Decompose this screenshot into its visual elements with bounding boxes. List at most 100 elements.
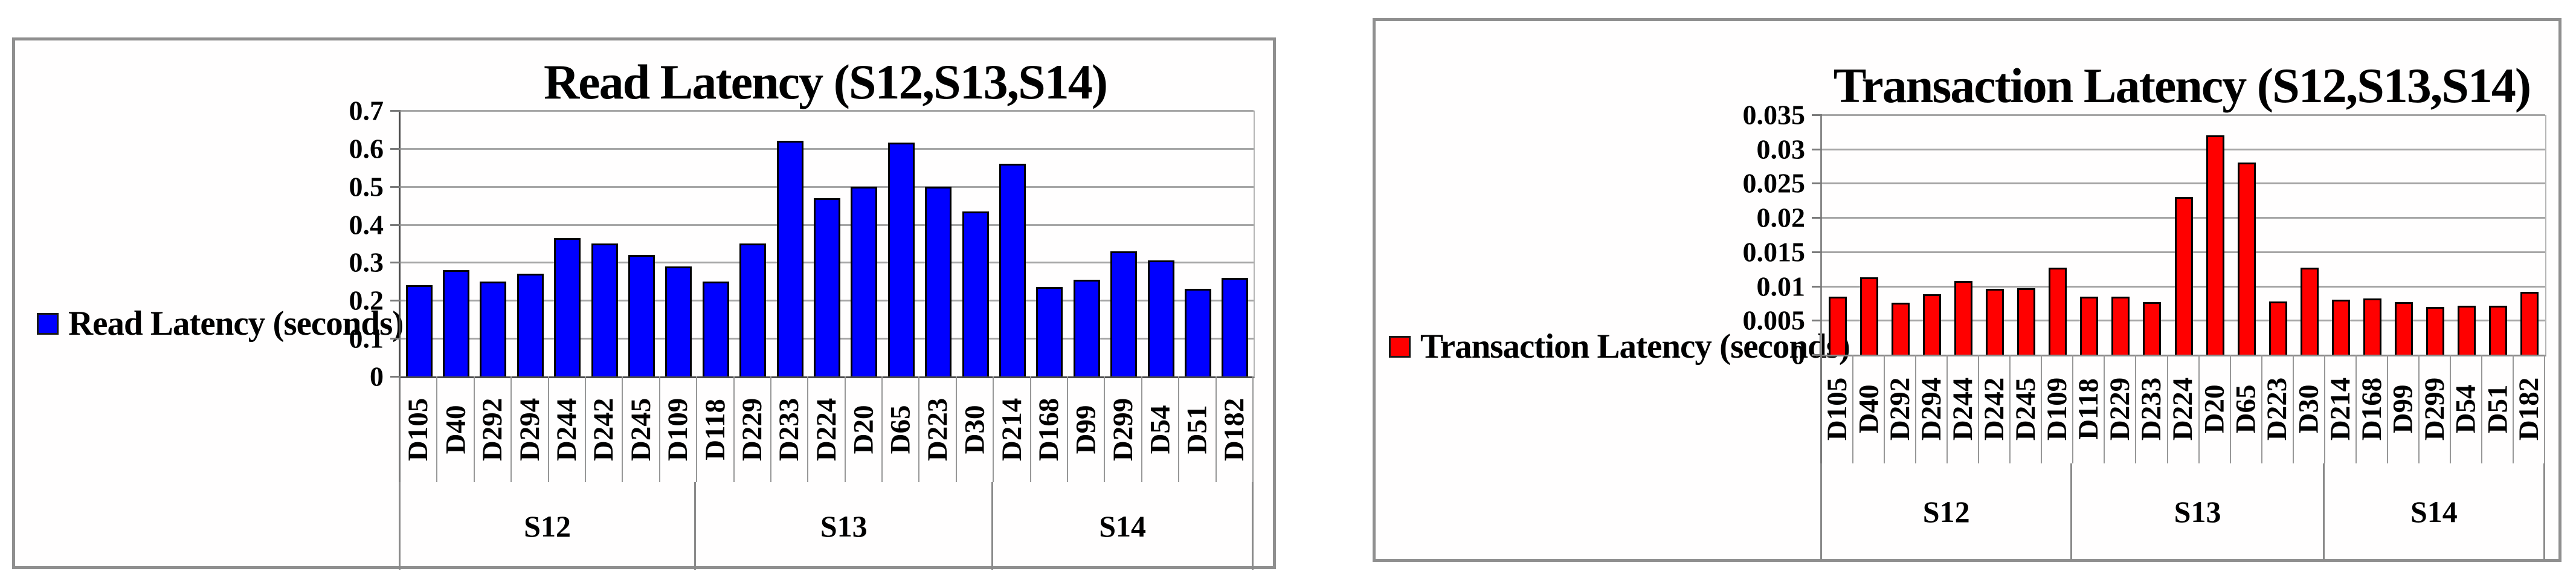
bar-D118 <box>702 281 729 376</box>
bar-D54 <box>2457 306 2476 355</box>
y-tick-label: 0.02 <box>1756 202 1806 233</box>
y-tick-label: 0.03 <box>1756 134 1806 165</box>
bar-D51 <box>1184 289 1211 376</box>
x-category-cell: D233 <box>2136 355 2168 463</box>
x-category-label: D168 <box>2355 377 2388 441</box>
x-category-cell: D30 <box>2293 355 2325 463</box>
bar-D109 <box>665 266 692 376</box>
y-tick-label: 0.015 <box>1742 236 1806 268</box>
x-category-label: D168 <box>1033 398 1065 461</box>
x-category-label: D299 <box>1107 398 1139 461</box>
bar-D224 <box>2174 197 2193 355</box>
y-axis-tick <box>390 224 401 226</box>
x-category-label: D244 <box>1947 377 1979 441</box>
category-label-row: D105 D40 D292 D294 D244 D242 D245 D109 D118 D229 D… <box>1820 355 2546 463</box>
x-group-cell: S12 <box>1820 463 2073 560</box>
x-category-label: D294 <box>1916 377 1948 441</box>
x-category-cell: D51 <box>2482 355 2514 463</box>
y-tick-label: 0.6 <box>349 133 384 164</box>
x-group-label: S13 <box>820 509 868 543</box>
bar-D242 <box>591 243 618 376</box>
x-category-label: D245 <box>2010 377 2042 441</box>
x-category-cell: D182 <box>1217 376 1254 482</box>
x-category-label: D223 <box>922 398 954 461</box>
bar-D109 <box>2049 267 2067 355</box>
x-category-cell: D214 <box>994 376 1031 482</box>
legend-label: Transaction Latency (seconds) <box>1420 327 1850 366</box>
y-axis-tick <box>390 262 401 264</box>
x-category-cell: D224 <box>2168 355 2200 463</box>
x-category-label: D109 <box>2041 377 2073 441</box>
bar-D99 <box>1073 279 1100 376</box>
x-category-cell: D118 <box>2073 355 2105 463</box>
bar-D294 <box>1923 294 1942 355</box>
x-category-cell: D214 <box>2325 355 2357 463</box>
plot-area: 0.035 0.03 0.025 0.02 0.015 0.01 0.005 0 D105 D40… <box>1743 100 2546 560</box>
y-tick-label: 0.5 <box>349 171 384 202</box>
bar-D105 <box>1829 296 1847 355</box>
bar-D20 <box>851 186 878 376</box>
x-category-label: D245 <box>625 398 657 461</box>
x-category-cell: D245 <box>623 376 660 482</box>
x-category-cell: D99 <box>1068 376 1106 482</box>
x-axis-area: D105 D40 D292 D294 D244 D242 D245 D109 D118 D229 D… <box>399 376 1254 570</box>
bar-D292 <box>480 281 507 376</box>
gridline <box>401 147 1254 150</box>
x-category-cell: D229 <box>735 376 771 482</box>
x-category-label: D233 <box>2136 377 2168 441</box>
x-category-cell: D51 <box>1179 376 1217 482</box>
bar-D233 <box>776 141 803 376</box>
x-category-label: D20 <box>2198 384 2230 434</box>
x-category-cell: D40 <box>437 376 475 482</box>
y-axis-tick <box>390 300 401 302</box>
x-category-cell: D292 <box>475 376 512 482</box>
x-category-label: D292 <box>1884 377 1916 441</box>
x-group-label: S12 <box>1922 495 1970 529</box>
x-category-cell: D118 <box>697 376 735 482</box>
x-category-label: D20 <box>848 405 880 454</box>
y-axis-tick <box>390 185 401 188</box>
bar-D105 <box>405 285 433 376</box>
x-category-cell: D294 <box>512 376 549 482</box>
bar-D182 <box>2520 291 2539 355</box>
bar-D118 <box>2080 296 2099 355</box>
x-category-label: D65 <box>884 405 916 454</box>
x-category-cell: D245 <box>2010 355 2043 463</box>
gridline <box>401 110 1254 112</box>
x-category-cell: D242 <box>1979 355 2011 463</box>
x-category-label: D54 <box>1144 405 1176 454</box>
x-category-cell: D54 <box>2450 355 2482 463</box>
x-category-cell: D168 <box>1031 376 1069 482</box>
x-category-cell: D244 <box>549 376 586 482</box>
x-category-label: D182 <box>1219 398 1251 461</box>
x-category-label: D292 <box>477 398 509 461</box>
x-group-label: S14 <box>1099 509 1147 543</box>
chart-title: Read Latency (S12,S13,S14) <box>543 54 1108 109</box>
bar-D54 <box>1147 260 1174 376</box>
x-category-cell: D20 <box>846 376 883 482</box>
x-category-cell: D105 <box>1820 355 1854 463</box>
y-tick-label: 0.7 <box>349 95 384 126</box>
x-category-label: D51 <box>2482 384 2514 434</box>
x-category-cell: D182 <box>2513 355 2546 463</box>
x-category-label: D244 <box>551 398 583 461</box>
x-category-cell: D99 <box>2388 355 2420 463</box>
x-category-label: D109 <box>662 398 694 461</box>
bar-D223 <box>925 186 952 376</box>
bar-D244 <box>1954 280 1973 355</box>
bar-D229 <box>739 243 767 376</box>
gridline <box>1822 148 2545 150</box>
x-category-label: D224 <box>810 398 842 461</box>
bar-D242 <box>1986 289 2004 355</box>
x-category-label: D65 <box>2230 384 2262 434</box>
y-tick-label: 0.2 <box>349 285 384 316</box>
y-axis-tick <box>1812 285 1822 288</box>
x-category-label: D223 <box>2261 377 2293 441</box>
x-group-label: S14 <box>2410 495 2458 529</box>
x-category-cell: D292 <box>1884 355 1917 463</box>
x-category-cell: D20 <box>2198 355 2231 463</box>
legend-color-swatch <box>1389 335 1411 358</box>
x-category-label: D229 <box>736 398 768 461</box>
bar-D229 <box>2111 296 2130 355</box>
